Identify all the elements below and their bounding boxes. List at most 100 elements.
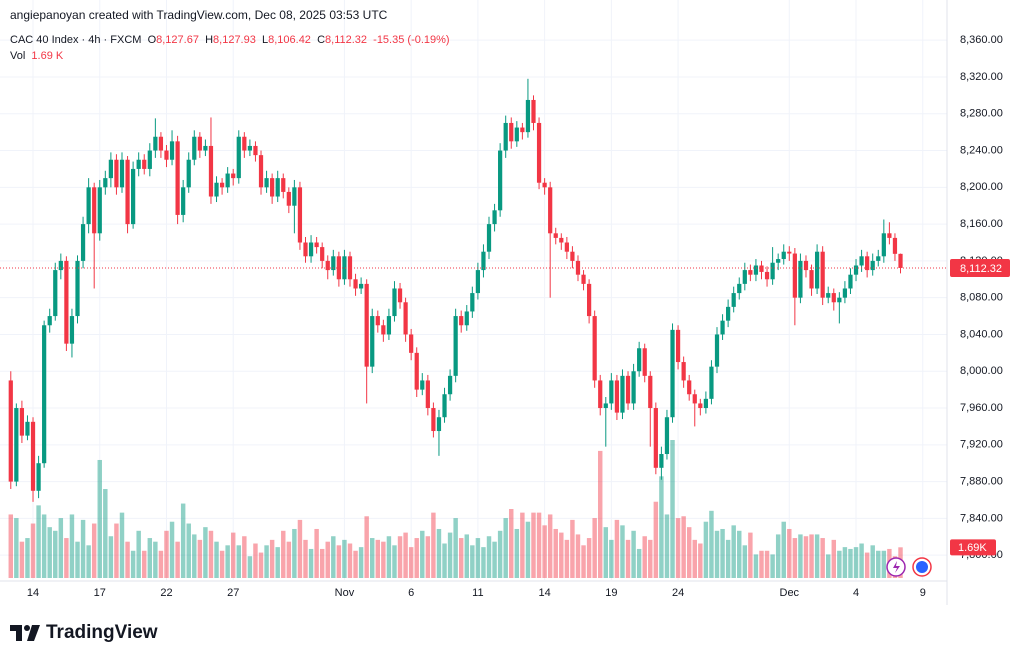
candle-body — [186, 159, 191, 188]
volume-bar — [564, 539, 570, 578]
candle-body — [531, 99, 536, 123]
candle-body — [108, 159, 113, 179]
legend-value: 1.69 K — [31, 50, 64, 62]
candle-body — [842, 288, 848, 298]
volume-bar — [364, 516, 369, 578]
volume-bar — [575, 534, 581, 578]
volume-bar — [753, 554, 759, 578]
candle-body — [592, 316, 597, 381]
candle-body — [158, 136, 164, 151]
volume-bar — [748, 532, 753, 578]
legend-key: Vol — [10, 50, 26, 62]
candle-body — [776, 259, 781, 263]
volume-bar — [353, 550, 358, 578]
volume-bar — [547, 514, 553, 578]
volume-bar — [19, 541, 25, 578]
candle-body — [358, 283, 364, 289]
candle-body — [169, 141, 175, 160]
volume-bar — [803, 536, 809, 578]
candle-body — [386, 316, 392, 335]
volume-bar — [208, 530, 214, 578]
candle-body — [698, 403, 703, 409]
candle-body — [308, 242, 314, 257]
volume-bar — [53, 530, 58, 578]
volume-bar — [142, 550, 147, 578]
candle-body — [264, 178, 269, 188]
candle-body — [25, 421, 30, 436]
volume-bar — [631, 530, 636, 578]
volume-bar — [442, 543, 447, 578]
candle-body — [876, 256, 881, 261]
symbol-title: CAC 40 Index · 4h · FXCM — [10, 34, 142, 46]
candle-body — [598, 380, 603, 409]
volume-bar — [514, 528, 520, 578]
volume-bar — [25, 538, 30, 578]
x-tick-label: Dec — [780, 587, 800, 599]
candle-body — [620, 375, 625, 413]
volume-bar — [275, 547, 280, 578]
candle-body — [409, 334, 414, 353]
volume-bar — [725, 539, 731, 578]
attribution: angiepanoyan created with TradingView.co… — [10, 8, 388, 22]
candle-body — [542, 182, 547, 188]
volume-bar — [703, 521, 709, 578]
volume-bar — [581, 545, 586, 578]
volume-bar — [203, 527, 208, 578]
volume-bar — [609, 539, 614, 578]
candle-body — [737, 283, 742, 294]
volume-bar — [509, 509, 514, 578]
candle-body — [197, 136, 202, 151]
candle-body — [370, 316, 375, 367]
candle-body — [131, 168, 136, 225]
volume-bar — [686, 527, 692, 578]
candle-body — [231, 173, 236, 179]
y-tick-label: 8,280.00 — [960, 108, 1003, 120]
legend-key: C — [317, 34, 326, 46]
candle-body — [253, 145, 258, 156]
candle-body — [175, 141, 180, 215]
candle-body — [748, 270, 753, 275]
x-tick-label: 4 — [853, 587, 859, 599]
volume-bar — [853, 547, 859, 578]
volume-bar — [876, 550, 881, 578]
candle-body — [581, 274, 586, 284]
volume-bar — [881, 550, 887, 578]
volume-bar — [103, 489, 108, 578]
candle-body — [459, 316, 464, 326]
candle-body — [420, 380, 425, 390]
candle-body — [397, 288, 403, 303]
volume-bar — [153, 541, 158, 578]
candle-body — [664, 417, 670, 455]
plot — [0, 0, 947, 580]
volume-bar — [236, 545, 241, 578]
candle-body — [164, 150, 169, 160]
candle-body — [247, 145, 253, 151]
candle-body — [514, 127, 519, 142]
candle-body — [353, 279, 358, 289]
x-tick-label: 22 — [160, 587, 172, 599]
candle-body — [431, 408, 436, 432]
candle-body — [436, 417, 442, 432]
volume-bar — [75, 541, 80, 578]
y-tick-label: 7,920.00 — [960, 439, 1003, 451]
volume-bar — [147, 538, 153, 578]
candle-body — [342, 256, 347, 280]
x-tick-label: 19 — [605, 587, 617, 599]
candle-body — [798, 260, 803, 298]
indicator-icon — [893, 561, 900, 573]
candle-body — [870, 260, 875, 271]
candle-body — [225, 173, 230, 188]
candle-body — [726, 306, 731, 321]
volume-bar — [692, 539, 697, 578]
volume-bar — [825, 554, 831, 578]
candle-body — [898, 253, 903, 268]
volume-bar — [698, 543, 703, 578]
candle-body — [759, 265, 764, 272]
candle-body — [381, 325, 386, 335]
volume-bar — [192, 534, 197, 578]
candle-body — [586, 283, 592, 317]
candle-body — [19, 408, 25, 436]
x-tick-label: 6 — [408, 587, 414, 599]
candle-body — [764, 271, 770, 280]
volume-bar — [503, 518, 508, 578]
